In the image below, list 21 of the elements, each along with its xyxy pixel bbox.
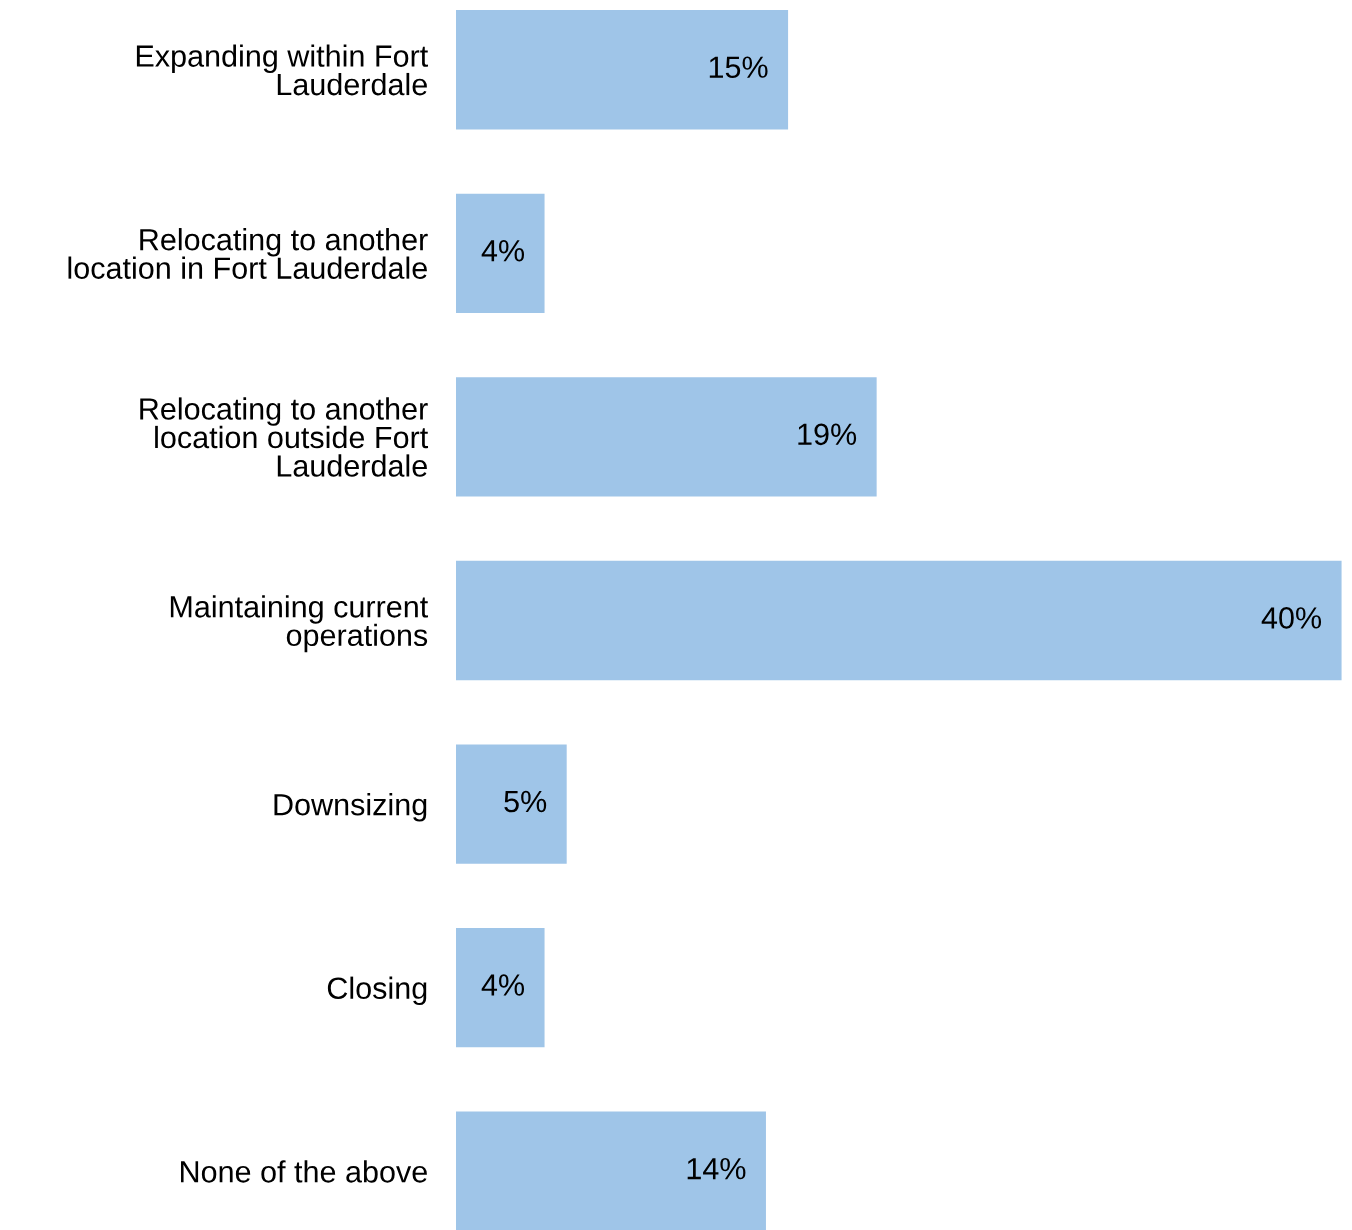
data-label: 19% [798,423,857,446]
bar [456,560,1342,681]
y-tick-label: Maintaining current operations [170,595,429,653]
data-label: 15% [709,56,768,78]
y-tick-label: Closing [327,976,427,1006]
y-tick-label: Expanding within Fort Lauderdale [136,44,429,96]
bar [456,193,545,314]
data-label: 4% [481,240,525,262]
bar [456,928,545,1048]
data-label: 5% [504,790,547,813]
data-label: 40% [1261,607,1322,629]
bar [456,10,789,130]
y-tick-label: Downsizing [274,793,427,822]
bar [456,1111,766,1230]
bar [456,377,877,497]
data-label: 14% [687,1157,746,1180]
y-tick-label: Relocating to another location outside Fort Lauderdale [140,397,429,477]
y-tick-label: Relocating to another location in Fort Lauderdale [68,228,428,279]
data-label: 4% [481,974,525,996]
bar [456,744,567,864]
y-tick-label: None of the above [181,1160,427,1183]
